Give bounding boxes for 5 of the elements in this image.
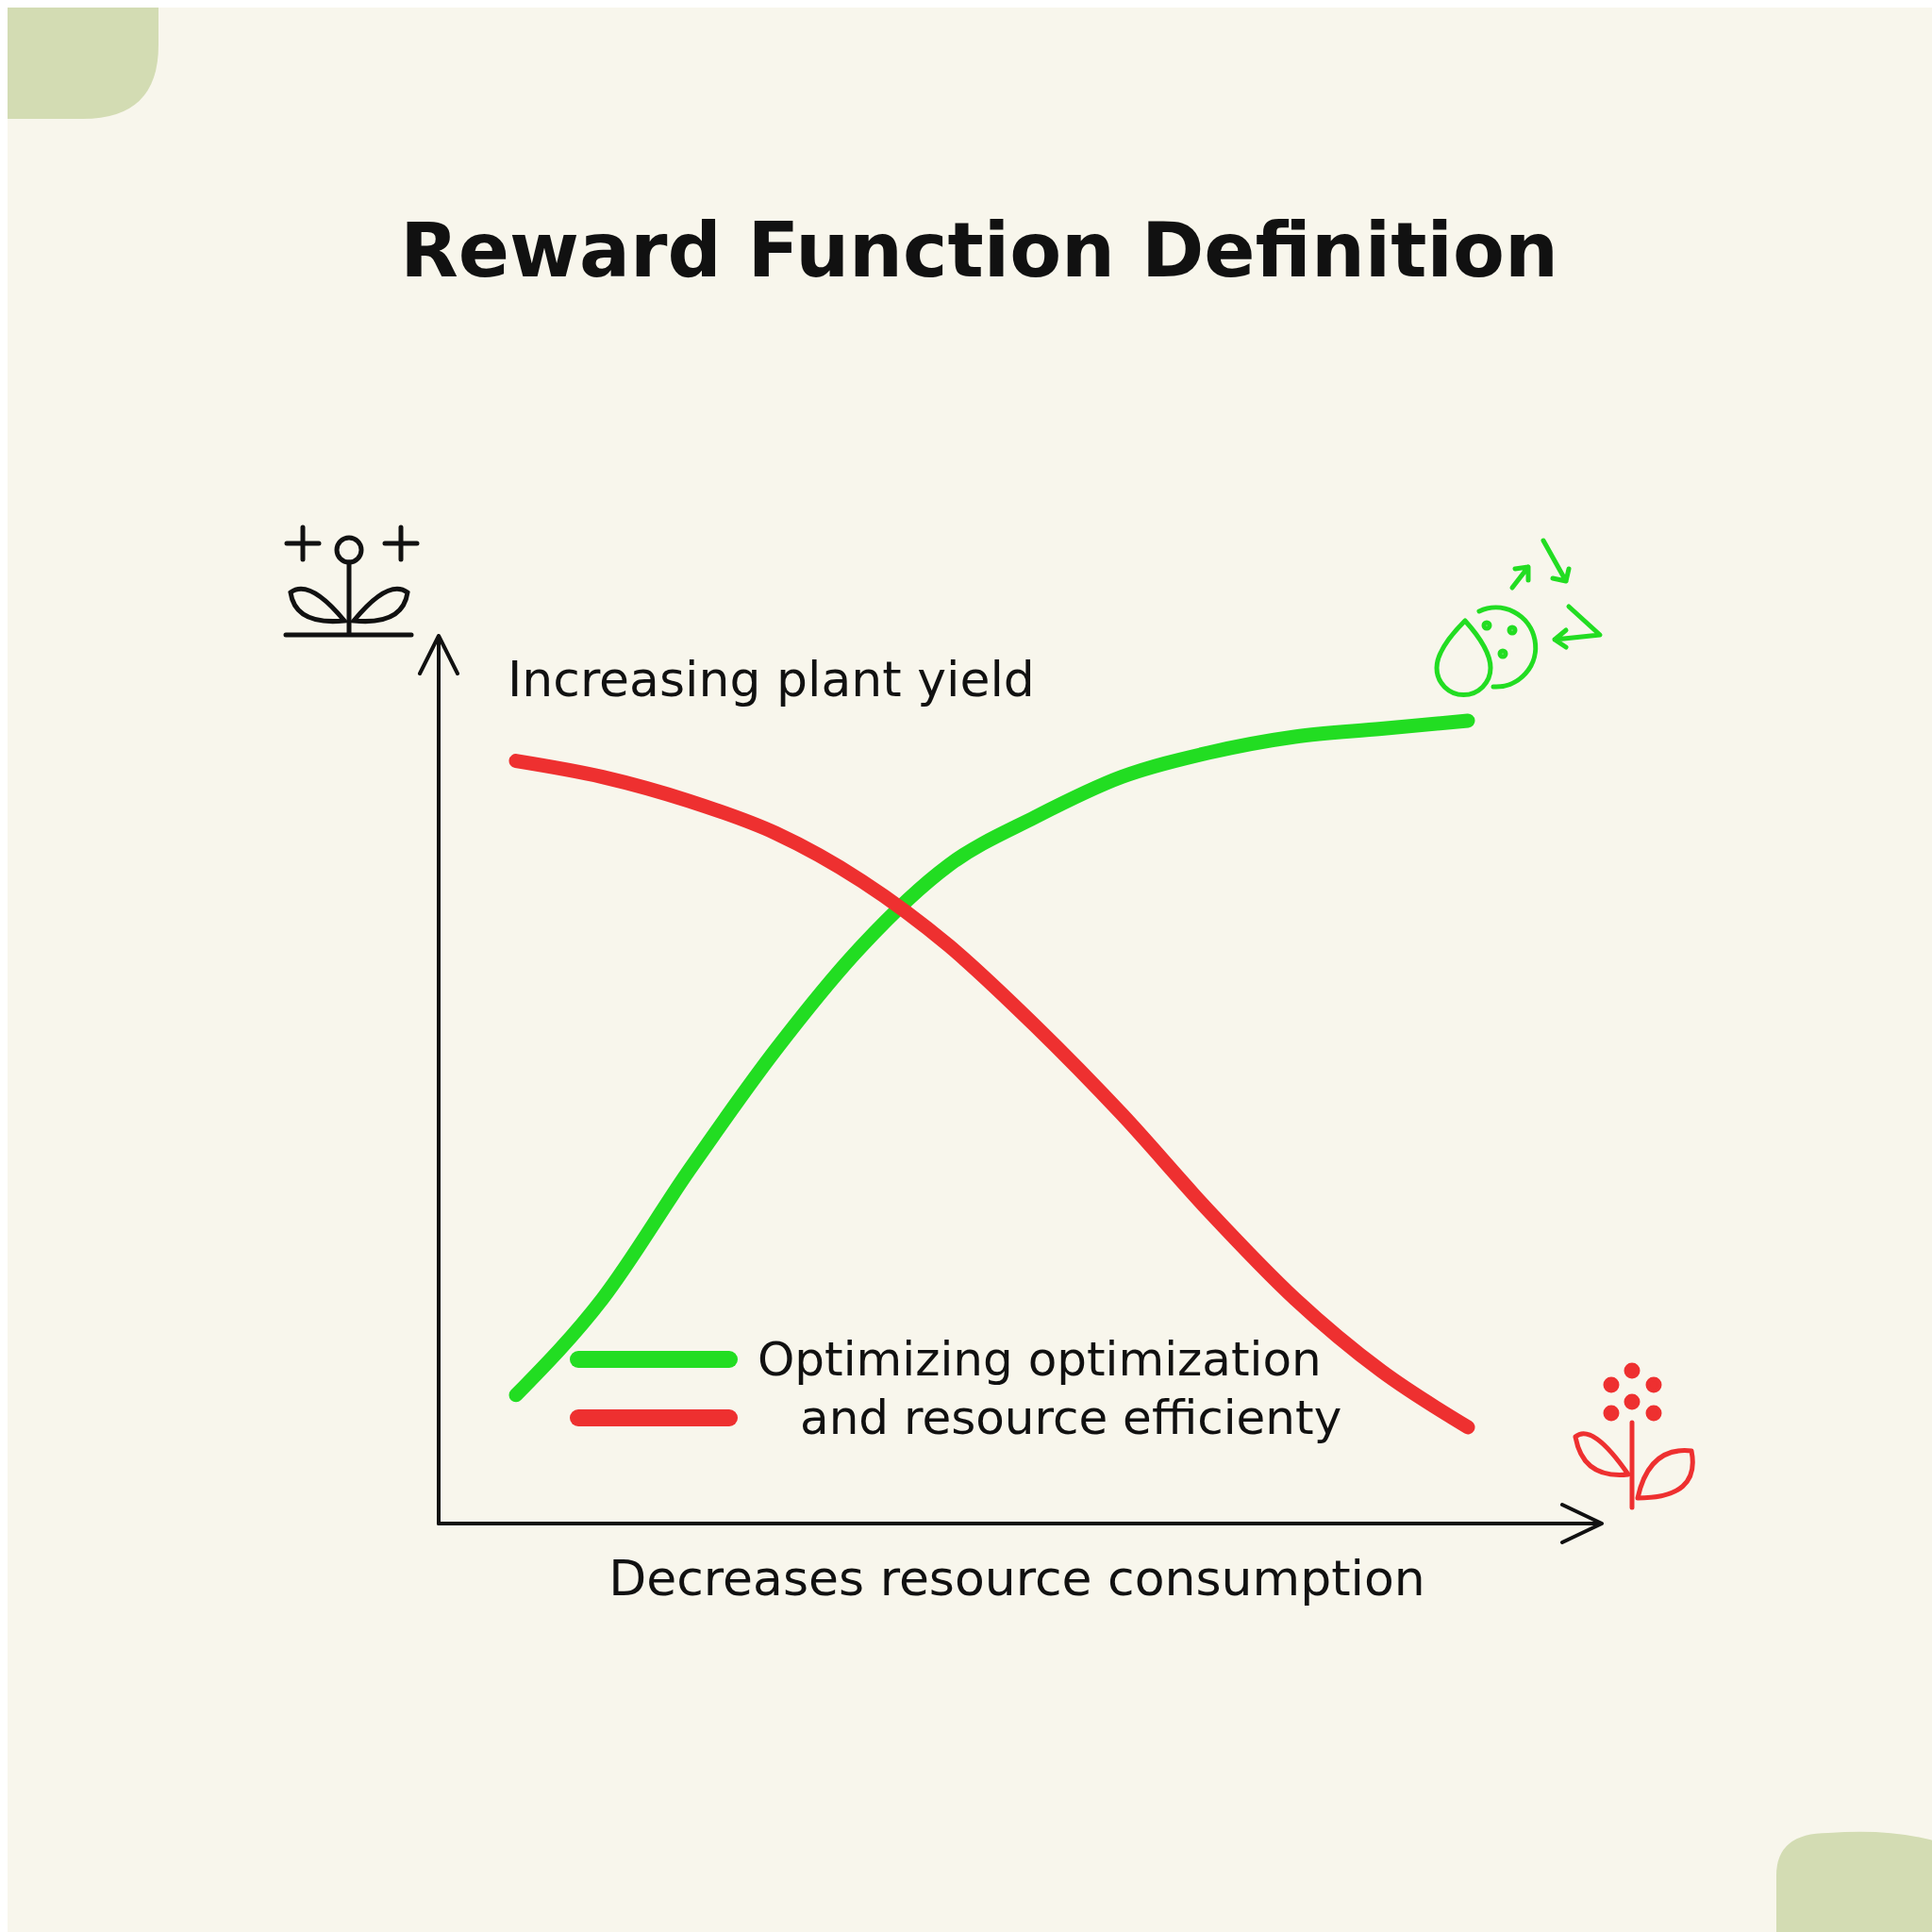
y-axis-title: Increasing plant yield [508, 651, 1035, 708]
x-axis-title: Decreases resource consumption [608, 1550, 1425, 1607]
legend-label: Optimizing optimization [758, 1332, 1322, 1387]
legend-label: and resource efficienty [800, 1391, 1342, 1445]
chart-title: Reward Function Definition [400, 207, 1558, 294]
